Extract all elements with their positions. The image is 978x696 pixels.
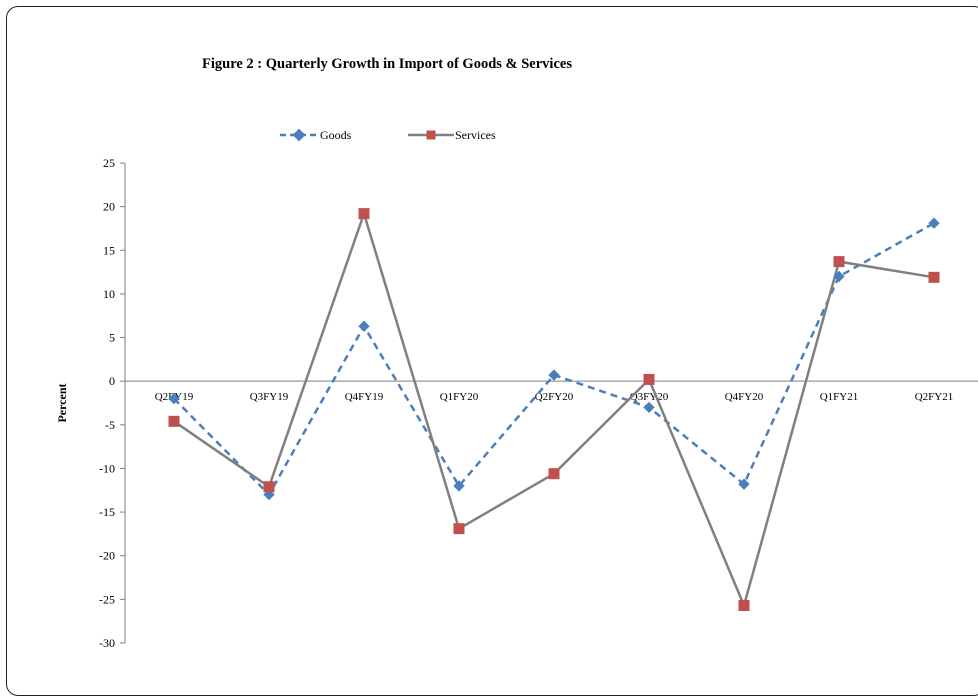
data-point-goods	[358, 320, 370, 332]
chart-title: Figure 2 : Quarterly Growth in Import of…	[202, 56, 572, 72]
y-axis-label: Percent	[55, 383, 69, 422]
data-point-goods	[928, 217, 940, 229]
data-point-goods	[548, 369, 560, 381]
y-tick-label: 10	[103, 287, 115, 301]
x-tick-label: Q1FY20	[440, 391, 479, 403]
y-tick-label: 20	[103, 200, 115, 214]
data-point-services	[263, 481, 275, 493]
legend: Goods Services	[280, 128, 496, 142]
y-tick-label: -10	[99, 461, 115, 475]
x-tick-label: Q3FY19	[250, 391, 289, 403]
legend-services-marker	[426, 130, 436, 140]
x-tick-label: Q2FY21	[915, 391, 954, 403]
series-line-services	[173, 212, 935, 607]
y-tick-label: -25	[99, 592, 115, 606]
y-tick-label: 5	[109, 331, 115, 345]
data-point-goods	[833, 270, 845, 283]
x-tick-labels: Q2FY19Q3FY19Q4FY19Q1FY20Q2FY20Q3FY20Q4FY…	[155, 391, 954, 403]
data-point-goods	[168, 392, 180, 405]
chart: Figure 2 : Quarterly Growth in Import of…	[55, 56, 978, 650]
data-point-goods	[453, 480, 465, 492]
legend-goods-label: Goods	[320, 128, 352, 142]
data-point-services	[453, 523, 465, 535]
y-tick-label: 15	[103, 243, 115, 257]
data-point-services	[833, 256, 845, 268]
y-tick-label: -5	[105, 418, 115, 432]
y-tick-labels: 25 20 15 10 5 0 -5 -10 -15 -20 -25 -30	[99, 156, 115, 650]
data-point-goods	[643, 401, 655, 414]
axes	[120, 162, 978, 644]
series-markers	[168, 208, 940, 611]
legend-goods-marker	[292, 128, 306, 142]
x-tick-label: Q2FY20	[535, 391, 574, 403]
data-point-services	[738, 599, 750, 611]
x-tick-label: Q4FY19	[345, 391, 384, 403]
x-tick-label: Q1FY21	[820, 391, 859, 403]
data-point-goods	[738, 478, 750, 490]
x-tick-label: Q4FY20	[725, 391, 764, 403]
data-point-services	[358, 208, 370, 220]
legend-services-label: Services	[455, 128, 496, 142]
data-point-services	[928, 271, 940, 283]
series-lines	[173, 212, 935, 607]
data-point-services	[643, 373, 655, 385]
chart-frame	[6, 6, 978, 696]
data-point-services	[168, 415, 180, 427]
y-tick-label: 0	[109, 374, 115, 388]
y-tick-label: -30	[99, 636, 115, 650]
series-line-goods	[173, 222, 935, 496]
y-tick-label: -20	[99, 549, 115, 563]
y-tick-label: 25	[103, 156, 115, 170]
y-tick-label: -15	[99, 505, 115, 519]
data-point-services	[548, 468, 560, 480]
